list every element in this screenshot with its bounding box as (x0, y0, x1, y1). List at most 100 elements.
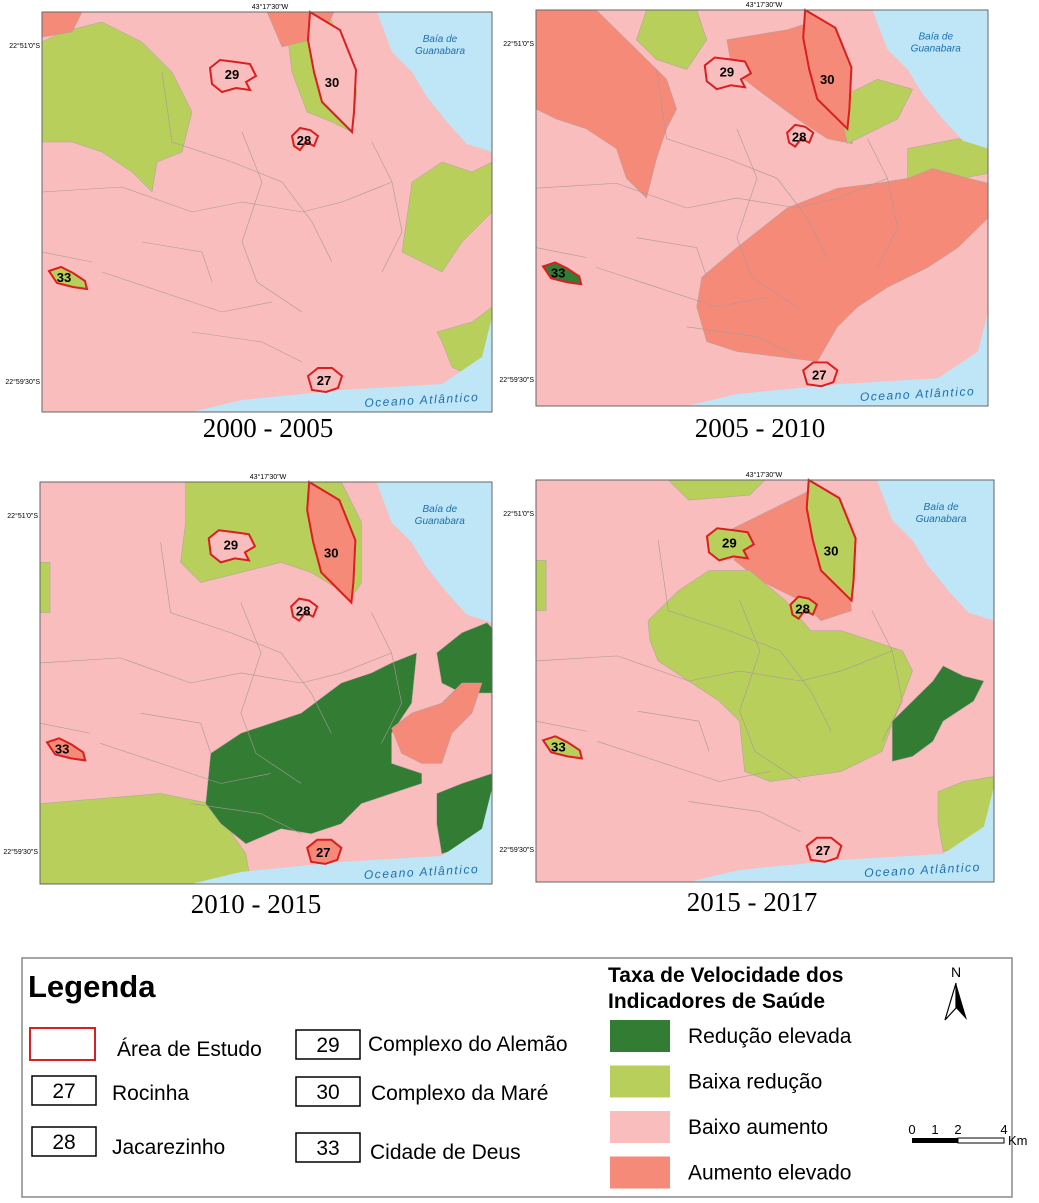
coordinate-label: 43°17'30"W (252, 3, 289, 11)
zone (535, 560, 547, 611)
water (192, 12, 492, 412)
scale-unit: Km (1008, 1133, 1028, 1148)
coordinate-label: 43°17'30"W (746, 1, 783, 9)
area-label: 29 (224, 537, 239, 552)
map-caption: 2005 - 2010 (695, 413, 826, 443)
boundary (241, 131, 303, 313)
boundary (39, 652, 392, 684)
boundary (739, 600, 801, 782)
map-frame (39, 481, 493, 885)
area-label: 33 (551, 739, 566, 754)
study-area (45, 737, 87, 762)
area-label: 30 (824, 543, 839, 558)
class-name: Baixo aumento (688, 1116, 828, 1139)
area-label: 30 (325, 75, 339, 90)
map-frame (535, 9, 989, 407)
zone (937, 776, 995, 853)
area-label: 30 (820, 72, 835, 87)
area-code-box (31, 1075, 97, 1106)
boundary (100, 743, 272, 784)
area-label: 33 (57, 270, 71, 285)
ocean-label: Oceano Atlântico (364, 390, 480, 410)
water (686, 10, 988, 406)
boundary (190, 803, 302, 835)
scale-label: 2 (954, 1122, 961, 1137)
bay-label: Guanabara (916, 514, 967, 525)
study-area (703, 56, 753, 91)
study-area (805, 836, 843, 863)
map-caption: 2010 - 2015 (191, 889, 322, 919)
study-area (207, 529, 257, 564)
study-area (541, 261, 583, 286)
map-caption: 2000 - 2005 (203, 413, 334, 443)
area-label: 29 (720, 64, 735, 79)
boundary (596, 267, 768, 308)
coordinate-label: 22°59'30"S (499, 376, 534, 384)
bay-label: Guanabara (415, 46, 465, 57)
area-code: 30 (316, 1081, 339, 1104)
study-area (802, 361, 839, 388)
boundary (535, 650, 893, 682)
zone (535, 9, 677, 199)
area-label: 33 (55, 741, 70, 756)
area-code-box (31, 1126, 97, 1157)
ocean-label: Oceano Atlântico (860, 384, 976, 404)
boundary (141, 241, 213, 283)
area-name: Jacarezinho (112, 1136, 225, 1159)
scale-bar: 0 1 2 4Km (908, 1122, 1027, 1148)
coordinate-label: 43°17'30"W (250, 473, 287, 481)
study-area (306, 480, 357, 605)
north-label: N (951, 964, 961, 980)
zone (205, 652, 422, 845)
zone (391, 682, 483, 764)
boundary (371, 141, 403, 273)
study-area (789, 595, 819, 621)
coordinate-label: 22°59'30"S (3, 848, 38, 856)
area-label: 33 (551, 265, 566, 280)
study-area (306, 838, 343, 865)
area-label: 27 (812, 367, 827, 382)
boundary (160, 542, 332, 734)
boundary (656, 69, 828, 258)
study-area (47, 265, 89, 291)
area-label: 27 (816, 843, 831, 858)
boundary (637, 710, 710, 752)
class-swatch (610, 1111, 670, 1143)
class-name: Aumento elevado (688, 1162, 851, 1185)
map-caption: 2015 - 2017 (687, 887, 818, 917)
zone (401, 161, 493, 273)
study-area-swatch (29, 1027, 96, 1061)
study-area (705, 527, 756, 562)
legend-box (21, 957, 1013, 1198)
boundary (39, 722, 91, 734)
study-area (306, 10, 358, 135)
boundary (371, 612, 402, 744)
class-name: Baixa redução (688, 1071, 822, 1094)
coordinate-label: 22°51'0"S (9, 42, 40, 50)
map-frame (535, 479, 995, 883)
area-code-box (295, 1029, 361, 1060)
boundary (535, 178, 888, 209)
study-area (290, 597, 319, 623)
ocean-label: Oceano Atlântico (363, 862, 479, 882)
study-area (290, 126, 320, 152)
boundary (636, 237, 708, 278)
area-label: 30 (324, 545, 339, 560)
bay-label: Baía de (924, 502, 959, 513)
boundary (240, 602, 302, 784)
boundary (535, 720, 587, 732)
study-area (805, 478, 857, 603)
ocean-label: Oceano Atlântico (864, 860, 981, 880)
coordinate-label: 43°17'30"W (746, 471, 783, 479)
coordinate-label: 22°51'0"S (503, 510, 534, 518)
north-arrow: N (944, 964, 967, 1021)
classes-title: Taxa de Velocidade dos (608, 964, 843, 987)
coordinate-label: 22°59'30"S (499, 846, 534, 854)
class-swatch (610, 1065, 670, 1098)
area-name: Complexo do Alemão (368, 1033, 568, 1056)
zone (39, 562, 51, 613)
class-name: Redução elevada (688, 1025, 852, 1048)
zone (891, 665, 985, 762)
